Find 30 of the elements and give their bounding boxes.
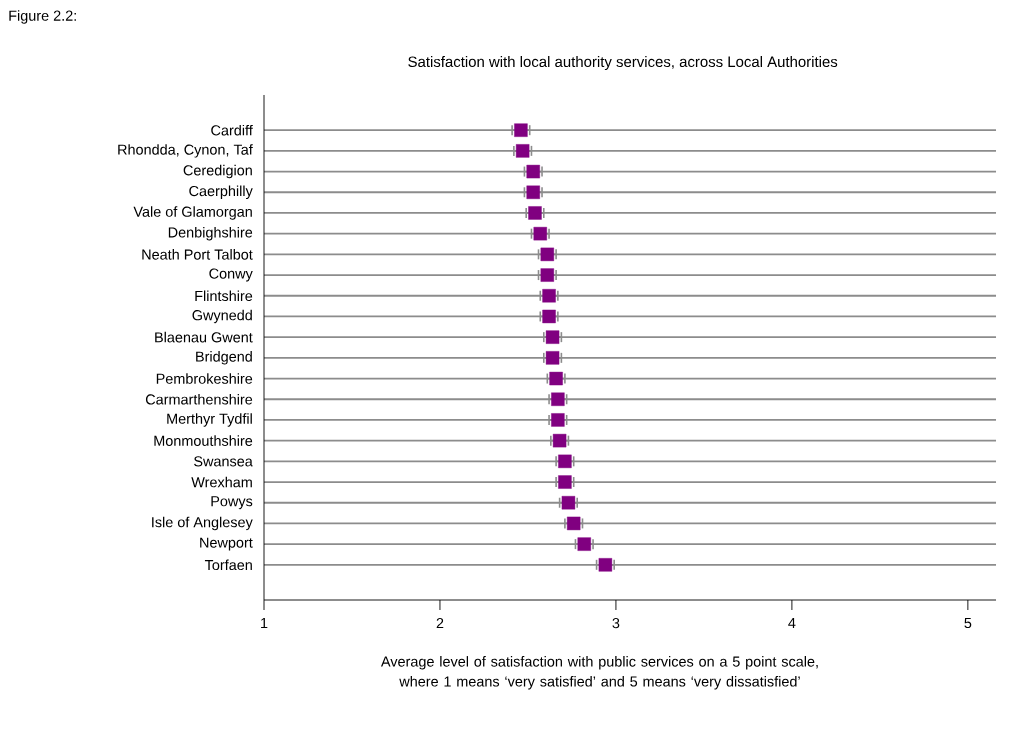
- y-tick-label: Pembrokeshire: [156, 373, 253, 384]
- chart-title: Satisfaction with local authority services, across Local Authorities: [408, 56, 838, 70]
- x-tick-label: 1: [261, 618, 268, 628]
- x-axis-title: Average level of satisfaction with public services on a 5 point scale, where 1 means ‘very satisfied’ and 5 means ‘very dissatisfied’: [380, 656, 818, 690]
- y-tick-label: Carmarthenshire: [145, 393, 253, 405]
- y-tick-label: Rhondda, Cynon, Taf: [118, 144, 253, 158]
- y-tick-label: Newport: [200, 537, 253, 551]
- y-tick-label: Ceredigion: [183, 164, 252, 179]
- y-tick-label: Torfaen: [204, 559, 252, 571]
- y-tick-label: Flintshire: [195, 290, 253, 302]
- y-tick-label: Powys: [211, 496, 253, 510]
- x-tick-label: 5: [964, 618, 972, 629]
- caption: Figure 2.2:: [9, 10, 76, 24]
- y-tick-label: Caerphilly: [189, 185, 253, 200]
- y-tick-label: Denbighshire: [168, 226, 253, 241]
- x-tick-label: 4: [788, 618, 796, 628]
- y-tick-label: Isle of Anglesey: [152, 516, 253, 531]
- y-tick-label: Bridgend: [196, 351, 252, 365]
- y-tick-label: Gwynedd: [192, 309, 252, 324]
- x-tick-label: 3: [612, 618, 620, 629]
- y-tick-label: Conwy: [209, 268, 253, 282]
- y-tick-label: Blaenau Gwent: [155, 331, 253, 343]
- y-tick-label: Neath Port Talbot: [142, 249, 253, 260]
- y-tick-label: Merthyr Tydfil: [167, 413, 252, 427]
- y-tick-label: Monmouthshire: [154, 435, 253, 446]
- x-tick-label: 2: [436, 618, 444, 629]
- y-tick-label: Cardiff: [211, 124, 253, 136]
- y-tick-label: Vale of Glamorgan: [133, 206, 252, 220]
- y-tick-label: Swansea: [194, 456, 253, 467]
- y-tick-label: Wrexham: [191, 476, 252, 488]
